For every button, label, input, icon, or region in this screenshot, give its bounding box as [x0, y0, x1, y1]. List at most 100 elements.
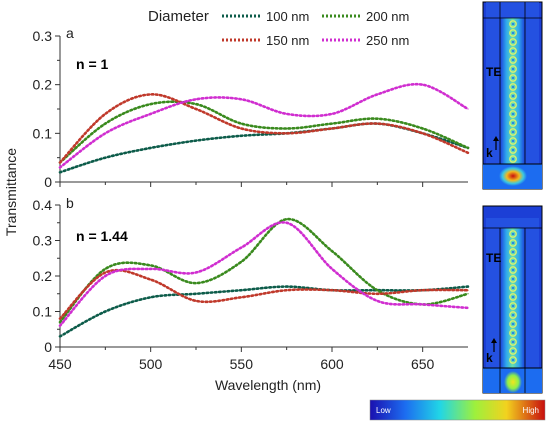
legend-label-100nm: 100 nm	[266, 9, 309, 24]
y-tick-label: 0.2	[33, 77, 53, 93]
panel-letter: b	[66, 195, 74, 211]
panel-letter: a	[66, 25, 74, 41]
field-map-b: TE k	[482, 205, 543, 394]
data-point	[240, 127, 242, 130]
y-tick-label: 0.3	[33, 28, 53, 44]
field-node	[512, 68, 514, 70]
field-node	[512, 158, 514, 160]
field-map-b-k-label: k	[486, 351, 493, 365]
series-line-200nm	[58, 100, 470, 164]
field-map-a-hotspot	[499, 166, 527, 186]
data-point	[59, 325, 61, 327]
data-point	[331, 127, 333, 130]
field-ring	[509, 293, 517, 301]
data-point	[150, 264, 152, 266]
data-point	[195, 271, 197, 274]
field-node	[512, 113, 514, 115]
series-line-200nm	[58, 217, 470, 324]
field-ring	[509, 101, 517, 109]
field-ring	[509, 311, 517, 319]
legend-item-200nm: 200 nm	[322, 9, 409, 24]
field-map-a-waveguide	[500, 18, 525, 164]
x-tick-label: 450	[48, 356, 72, 372]
data-point	[467, 152, 469, 154]
data-point	[286, 127, 288, 130]
y-tick-label: 0.1	[33, 125, 53, 141]
data-point	[59, 161, 61, 164]
field-ring	[509, 257, 517, 265]
data-point	[286, 222, 288, 224]
data-point	[422, 84, 424, 86]
data-point	[104, 123, 106, 125]
data-point	[331, 123, 333, 125]
data-point	[286, 286, 288, 288]
data-point	[331, 268, 333, 270]
field-node	[512, 332, 514, 334]
field-node	[512, 95, 514, 97]
field-ring	[509, 20, 517, 28]
field-ring	[509, 92, 517, 100]
data-point	[422, 132, 424, 134]
data-point	[150, 113, 152, 115]
field-ring	[509, 29, 517, 37]
data-point	[150, 268, 152, 270]
data-point	[240, 123, 242, 125]
data-point	[150, 103, 152, 105]
field-node	[512, 104, 514, 106]
field-map-b-rings	[509, 230, 517, 364]
data-point	[195, 108, 197, 110]
field-map-a-k-arrowhead	[493, 136, 499, 141]
series-line-100nm	[58, 285, 470, 338]
data-point	[59, 321, 61, 323]
field-ring	[509, 146, 517, 154]
field-ring	[509, 320, 517, 328]
y-tick-label: 0.2	[33, 268, 53, 284]
field-node	[512, 86, 514, 88]
data-point	[59, 171, 61, 173]
legend-label-150nm: 150 nm	[266, 33, 309, 48]
field-node	[512, 260, 514, 262]
y-axis-label: Transmittance	[3, 148, 19, 236]
field-ring	[509, 284, 517, 292]
x-tick-label: 500	[139, 356, 163, 372]
data-point	[150, 296, 152, 298]
data-point	[376, 289, 378, 291]
field-map-b-mode-label: TE	[486, 251, 501, 265]
field-map-a-mode-label: TE	[486, 65, 501, 79]
data-point	[104, 157, 106, 159]
field-node	[512, 359, 514, 361]
field-ring	[509, 137, 517, 145]
data-point	[240, 98, 242, 100]
field-node	[512, 23, 514, 25]
field-ring	[509, 47, 517, 55]
field-node	[512, 233, 514, 235]
chart-panel-a: 0 0.1 0.2 0.3 an = 1	[33, 25, 470, 190]
colorbar: Low High	[369, 399, 546, 421]
x-tick-label: 600	[320, 356, 344, 372]
data-point	[104, 310, 106, 313]
data-point	[59, 166, 61, 168]
data-point	[467, 147, 469, 149]
field-node	[512, 131, 514, 133]
panel-condition: n = 1	[76, 56, 109, 72]
x-tick-label: 650	[411, 356, 435, 372]
data-point	[195, 282, 197, 284]
field-node	[512, 341, 514, 343]
x-tick-label: 550	[230, 356, 254, 372]
legend-item-250nm: 250 nm	[322, 33, 409, 48]
field-ring	[509, 230, 517, 238]
field-node	[512, 149, 514, 151]
data-point	[240, 289, 242, 291]
field-ring	[509, 338, 517, 346]
data-point	[331, 250, 333, 252]
data-point	[104, 275, 106, 277]
field-node	[512, 122, 514, 124]
field-map-b-k-arrowhead	[491, 338, 497, 343]
legend-label-200nm: 200 nm	[366, 9, 409, 24]
data-point	[376, 300, 378, 302]
legend: Diameter 100 nm 200 nm 150 nm 250 nm	[148, 8, 409, 48]
field-ring	[509, 302, 517, 310]
data-point	[467, 108, 469, 110]
field-node	[512, 242, 514, 244]
